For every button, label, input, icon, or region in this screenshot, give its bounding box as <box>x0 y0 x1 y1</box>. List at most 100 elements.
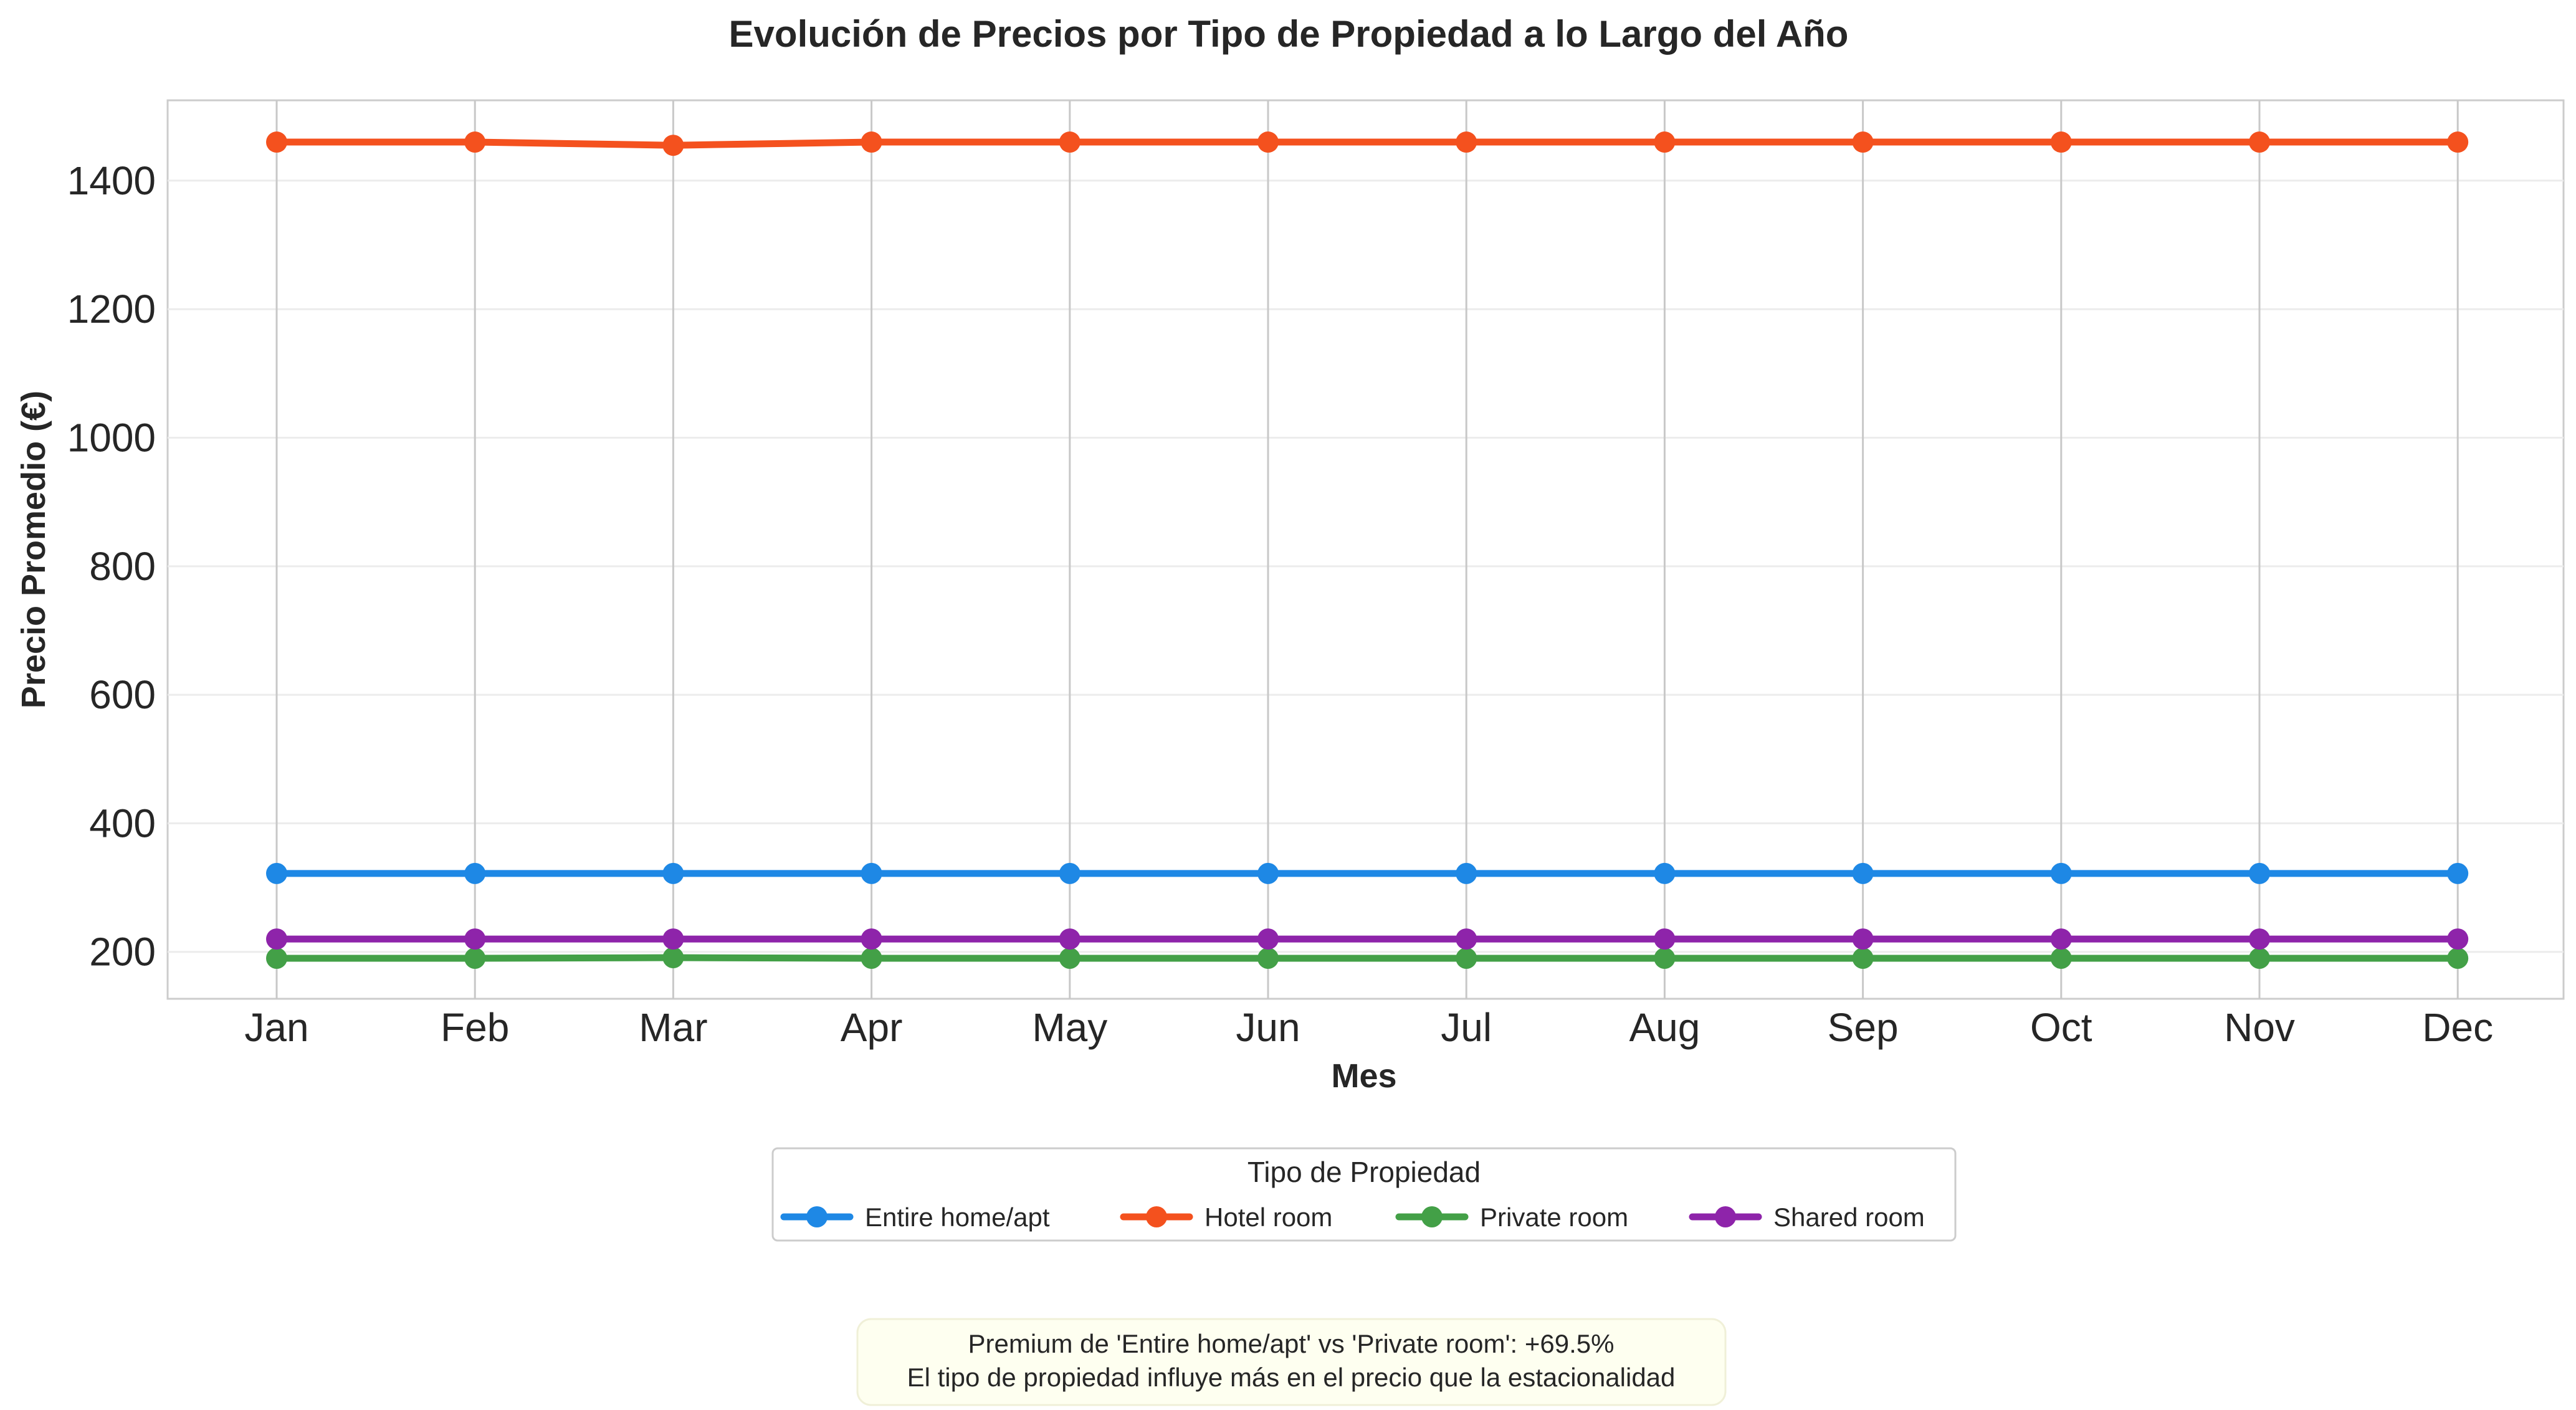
y-tick-label: 1200 <box>67 287 156 331</box>
series-group <box>266 946 2469 969</box>
data-point <box>861 948 882 969</box>
data-point <box>1456 928 1477 950</box>
data-point <box>1456 131 1477 153</box>
y-tick-label: 400 <box>89 801 156 846</box>
x-tick-label: Dec <box>2422 1005 2493 1050</box>
annotation-box: Premium de 'Entire home/apt' vs 'Private… <box>856 1318 1727 1406</box>
x-tick-label: Jan <box>244 1005 308 1050</box>
data-point <box>266 862 287 884</box>
x-axis-ticks: Jan Feb Mar Apr May Jun Jul Aug Sep Oct Nov Dec <box>244 1005 2493 1050</box>
x-tick-label: May <box>1032 1005 1107 1050</box>
data-point <box>861 928 882 950</box>
legend-entry: Private room <box>1395 1203 1628 1232</box>
legend-marker <box>1146 1206 1167 1227</box>
data-point <box>1059 948 1080 969</box>
legend-title: Tipo de Propiedad <box>1247 1156 1481 1188</box>
data-point <box>2447 928 2469 950</box>
data-point <box>861 862 882 884</box>
data-point <box>1257 131 1279 153</box>
y-tick-label: 1000 <box>67 416 156 460</box>
chart-title: Evolución de Precios por Tipo de Propied… <box>729 13 1849 55</box>
data-point <box>2249 862 2270 884</box>
data-point <box>2249 928 2270 950</box>
plot-area <box>166 99 2565 1000</box>
data-point <box>1654 928 1676 950</box>
x-tick-label: Jul <box>1441 1005 1492 1050</box>
data-point <box>464 948 486 969</box>
y-tick-label: 600 <box>89 672 156 717</box>
data-point <box>1654 862 1676 884</box>
data-point <box>861 131 882 153</box>
x-tick-label: Aug <box>1629 1005 1700 1050</box>
annotation-line-2: El tipo de propiedad influye más en el p… <box>907 1363 1676 1392</box>
data-point <box>1059 928 1080 950</box>
x-tick-label: Feb <box>441 1005 509 1050</box>
data-point <box>1852 131 1874 153</box>
legend-marker <box>1715 1206 1736 1227</box>
legend-label: Shared room <box>1773 1203 1925 1232</box>
data-point <box>266 131 287 153</box>
x-axis-label: Mes <box>1331 1057 1396 1095</box>
data-point <box>2249 131 2270 153</box>
y-axis-ticks: 200 400 600 800 1000 1200 1400 <box>67 158 156 974</box>
data-point <box>266 948 287 969</box>
series-group <box>266 928 2469 950</box>
y-tick-label: 800 <box>89 544 156 589</box>
legend-label: Private room <box>1480 1203 1628 1232</box>
legend-marker <box>1421 1206 1443 1227</box>
data-point <box>662 928 684 950</box>
x-tick-label: Oct <box>2030 1005 2092 1050</box>
data-point <box>2050 862 2072 884</box>
annotation-background <box>856 1318 1727 1406</box>
x-tick-label: Nov <box>2224 1005 2295 1050</box>
data-point <box>662 946 684 968</box>
y-tick-label: 200 <box>89 930 156 974</box>
data-point <box>1257 862 1279 884</box>
series-group <box>266 862 2469 884</box>
legend-label: Hotel room <box>1205 1203 1332 1232</box>
data-point <box>1852 862 1874 884</box>
data-point <box>2447 862 2469 884</box>
data-point <box>2447 131 2469 153</box>
data-point <box>464 131 486 153</box>
series-group <box>266 131 2469 156</box>
legend-entry: Hotel room <box>1120 1203 1332 1232</box>
data-point <box>1059 131 1080 153</box>
data-point <box>1456 948 1477 969</box>
data-point <box>2050 131 2072 153</box>
x-tick-label: Jun <box>1236 1005 1300 1050</box>
data-point <box>1654 948 1676 969</box>
data-point <box>2447 948 2469 969</box>
annotation-line-1: Premium de 'Entire home/apt' vs 'Private… <box>968 1329 1614 1358</box>
data-point <box>2050 948 2072 969</box>
legend: Tipo de Propiedad Entire home/apt Hotel r… <box>771 1147 1957 1242</box>
x-tick-label: Mar <box>639 1005 707 1050</box>
legend-entry: Shared room <box>1689 1203 1925 1232</box>
data-point <box>1654 131 1676 153</box>
data-point <box>662 135 684 156</box>
data-point <box>1059 862 1080 884</box>
legend-entry: Entire home/apt <box>780 1203 1050 1232</box>
data-point <box>662 862 684 884</box>
data-point <box>1456 862 1477 884</box>
legend-label: Entire home/apt <box>865 1203 1050 1232</box>
y-axis-label: Precio Promedio (€) <box>15 391 52 708</box>
data-point <box>1852 948 1874 969</box>
x-tick-label: Sep <box>1828 1005 1899 1050</box>
data-point <box>464 928 486 950</box>
data-point <box>1257 928 1279 950</box>
data-point <box>464 862 486 884</box>
data-point <box>266 928 287 950</box>
y-tick-label: 1400 <box>67 158 156 203</box>
series-layer <box>266 131 2469 969</box>
data-point <box>1852 928 1874 950</box>
grid-lines <box>168 100 2564 999</box>
legend-entries: Entire home/apt Hotel room Private room Sha… <box>780 1203 1925 1232</box>
legend-box <box>771 1147 1957 1242</box>
x-tick-label: Apr <box>841 1005 903 1050</box>
legend-marker <box>806 1206 828 1227</box>
data-point <box>1257 948 1279 969</box>
data-point <box>2249 948 2270 969</box>
data-point <box>2050 928 2072 950</box>
